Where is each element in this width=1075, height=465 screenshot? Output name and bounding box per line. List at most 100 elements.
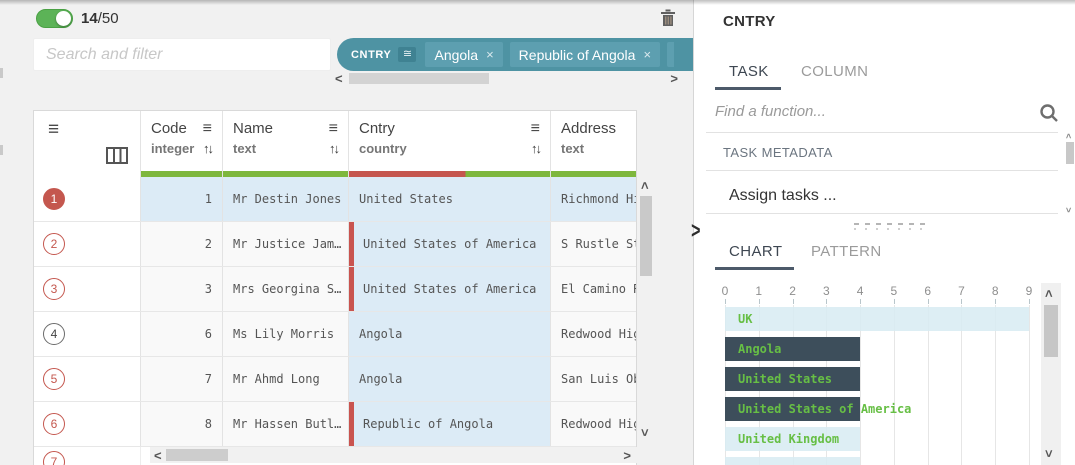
grid-scroll-right-icon[interactable]: > — [623, 448, 631, 463]
row-number-cell[interactable]: 1 — [34, 177, 141, 221]
row-number-badge[interactable]: 1 — [43, 188, 65, 210]
row-number-badge[interactable]: 6 — [43, 413, 65, 435]
column-header-cntry[interactable]: Cntry ≡ country ↑↓ — [349, 111, 551, 177]
column-header-code[interactable]: Code ≡ integer ↑↓ — [141, 111, 223, 177]
column-menu-icon[interactable]: ≡ — [202, 119, 212, 137]
table-row[interactable]: 6 8 Mr Hassen Butl… Republic of Angola Redwo… — [34, 402, 636, 447]
cell-name[interactable]: Mr Ahmd Long — [223, 357, 349, 401]
filter-chip[interactable]: Angola × — [425, 42, 503, 67]
chart-bar[interactable]: Angola — [725, 337, 861, 361]
function-search-input[interactable] — [715, 103, 1025, 120]
column-header-name[interactable]: Name ≡ text ↑↓ — [223, 111, 349, 177]
chart-scrollbar[interactable]: < > — [1041, 283, 1061, 465]
cell-address[interactable]: Redwood Hig — [551, 402, 636, 446]
cell-code[interactable]: 8 — [141, 402, 223, 446]
row-number-cell[interactable]: 7 — [34, 447, 141, 465]
cell-code[interactable]: 3 — [141, 267, 223, 311]
filter-scrollbar[interactable]: < > — [335, 71, 688, 86]
cell-address[interactable]: Redwood Hig — [551, 312, 636, 356]
sort-icon[interactable]: ↑↓ — [531, 141, 542, 156]
chip-remove-icon[interactable]: × — [643, 47, 652, 62]
cell-cntry[interactable]: United States of America — [349, 222, 551, 266]
chart-bar[interactable]: United States of America — [725, 397, 911, 421]
row-number-cell[interactable]: 2 — [34, 222, 141, 266]
column-menu-icon[interactable]: ≡ — [530, 119, 540, 137]
cell-address[interactable]: Richmond Hi — [551, 177, 636, 221]
grid-scroll-left-icon[interactable]: < — [154, 448, 162, 463]
cell-cntry[interactable]: United States of America — [349, 267, 551, 311]
cell-code[interactable]: 2 — [141, 222, 223, 266]
cell-cntry[interactable]: Angola — [349, 312, 551, 356]
grid-scroll-down-icon[interactable]: > — [637, 428, 653, 437]
cell-name[interactable]: Mr Justice Jam… — [223, 222, 349, 266]
cell-code[interactable]: 7 — [141, 357, 223, 401]
grid-horizontal-scrollbar[interactable]: < > — [150, 447, 637, 463]
grid-corner-cell[interactable]: ≡ — [34, 111, 141, 177]
column-chooser-icon[interactable] — [106, 147, 128, 169]
sort-icon[interactable]: ↑↓ — [203, 141, 214, 156]
cell-name[interactable]: Mr Destin Jones — [223, 177, 349, 221]
cell-name[interactable]: Ms Lily Morris — [223, 312, 349, 356]
function-list-scrollbar[interactable]: < > — [1064, 131, 1075, 215]
list-scroll-thumb[interactable] — [1066, 142, 1074, 164]
cell-code[interactable]: 6 — [141, 312, 223, 356]
rows-filter-toggle[interactable] — [36, 9, 73, 28]
row-number-badge[interactable]: 4 — [43, 323, 65, 345]
cell-address[interactable]: San Luis Ob — [551, 357, 636, 401]
cell-name[interactable]: Mrs Georgina S… — [223, 267, 349, 311]
row-number-cell[interactable]: 4 — [34, 312, 141, 356]
table-row[interactable]: 3 3 Mrs Georgina S… United States of Americ… — [34, 267, 636, 312]
panel-collapse-chevron-icon[interactable]: > — [691, 218, 701, 244]
column-header-address[interactable]: Address≡ text↑↓ — [551, 111, 636, 177]
chart-bar[interactable]: United States — [725, 367, 861, 391]
table-row[interactable]: 1 1 Mr Destin Jones United States Richmond H… — [34, 177, 636, 222]
grid-vertical-scrollbar[interactable]: < > — [637, 176, 655, 446]
row-number-badge[interactable]: 3 — [43, 278, 65, 300]
row-number-badge[interactable]: 7 — [43, 451, 65, 465]
tab-task[interactable]: TASK — [729, 63, 769, 80]
cell-cntry[interactable]: United States — [349, 177, 551, 221]
grid-menu-icon[interactable]: ≡ — [48, 119, 60, 140]
filter-chip[interactable]: Republic of Angola × — [509, 42, 661, 67]
list-scroll-up-icon[interactable]: < — [1063, 133, 1074, 139]
chart-bar-partial[interactable] — [725, 457, 861, 465]
chart-scroll-up-icon[interactable]: < — [1041, 289, 1057, 298]
cell-address[interactable]: S Rustle St — [551, 222, 636, 266]
cell-name[interactable]: Mr Hassen Butl… — [223, 402, 349, 446]
grid-vscroll-thumb[interactable] — [640, 196, 652, 276]
grid-hscroll-thumb[interactable] — [166, 449, 228, 461]
cell-cntry[interactable]: Republic of Angola — [349, 402, 551, 446]
list-scroll-down-icon[interactable]: > — [1063, 207, 1074, 213]
cell-code[interactable]: 1 — [141, 177, 223, 221]
table-row[interactable]: 5 7 Mr Ahmd Long Angola San Luis Ob — [34, 357, 636, 402]
chart-scroll-thumb[interactable] — [1044, 305, 1058, 357]
row-number-cell[interactable]: 5 — [34, 357, 141, 401]
row-number-cell[interactable]: 6 — [34, 402, 141, 446]
filter-operator-badge[interactable]: ≅ — [398, 47, 417, 62]
row-number-badge[interactable]: 5 — [43, 368, 65, 390]
row-number-badge[interactable]: 2 — [43, 233, 65, 255]
chart-scroll-down-icon[interactable]: > — [1041, 449, 1057, 458]
chart-bar[interactable]: United Kingdom — [725, 427, 861, 451]
trash-icon[interactable] — [659, 8, 679, 30]
tab-chart[interactable]: CHART — [729, 243, 783, 260]
search-input[interactable] — [34, 39, 330, 70]
grid-scroll-up-icon[interactable]: < — [637, 181, 653, 190]
table-row[interactable]: 4 6 Ms Lily Morris Angola Redwood Hig — [34, 312, 636, 357]
filter-scroll-thumb[interactable] — [349, 73, 489, 84]
column-menu-icon[interactable]: ≡ — [328, 119, 338, 137]
table-row[interactable]: 2 2 Mr Justice Jam… United States of Americ… — [34, 222, 636, 267]
filter-scroll-right-icon[interactable]: > — [670, 71, 678, 86]
tab-chart-underline — [715, 267, 794, 270]
row-number-cell[interactable]: 3 — [34, 267, 141, 311]
tab-pattern[interactable]: PATTERN — [811, 243, 882, 260]
cell-cntry[interactable]: Angola — [349, 357, 551, 401]
chip-remove-icon[interactable]: × — [486, 47, 494, 62]
filter-scroll-left-icon[interactable]: < — [335, 71, 343, 86]
menu-item-assign-tasks[interactable]: Assign tasks ... — [729, 187, 837, 204]
chart-bar[interactable]: UK — [725, 307, 1029, 331]
cell-address[interactable]: El Camino R — [551, 267, 636, 311]
sort-icon[interactable]: ↑↓ — [329, 141, 340, 156]
tab-column[interactable]: COLUMN — [801, 63, 869, 80]
panel-drag-handle[interactable] — [854, 223, 930, 230]
